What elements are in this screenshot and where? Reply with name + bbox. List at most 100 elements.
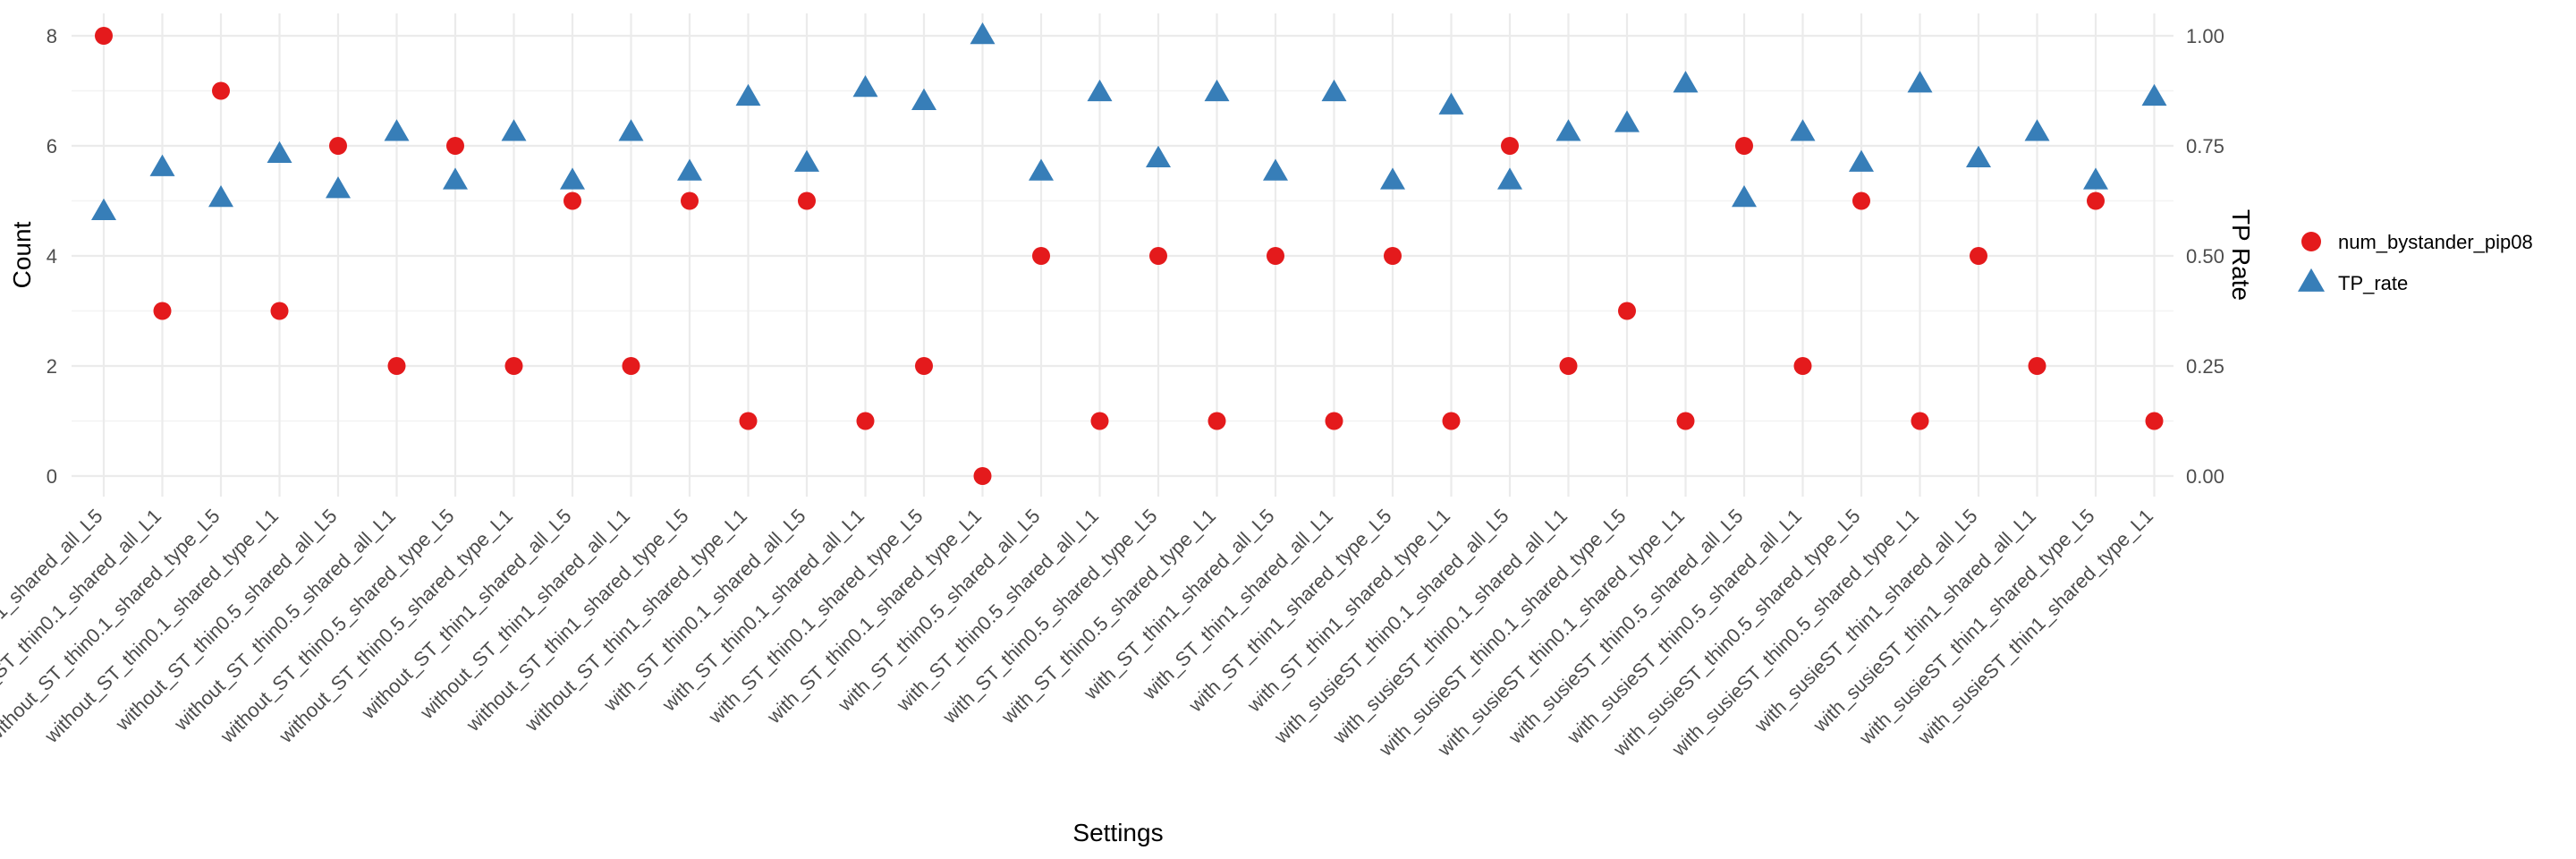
- point: [1735, 137, 1753, 155]
- legend-key-triangle: [2298, 268, 2325, 292]
- grid: [72, 13, 2174, 497]
- triangle-point: [1966, 145, 1991, 167]
- point: [1384, 247, 1402, 265]
- point: [915, 357, 933, 375]
- x-tick-label: without_ST_thin1_shared_all_L5: [357, 505, 576, 724]
- triangle-point: [618, 119, 644, 141]
- triangle-point: [911, 88, 936, 111]
- point: [739, 412, 758, 430]
- x-tick-label: without_ST_thin1_shared_all_L1: [415, 505, 634, 724]
- triangle-point: [208, 185, 233, 208]
- triangle-point: [501, 119, 527, 141]
- x-tick-label: with_ST_thin0.5_shared_type_L1: [996, 505, 1220, 728]
- point: [1442, 412, 1461, 430]
- point: [2145, 412, 2164, 430]
- triangle-point: [1263, 158, 1288, 181]
- triangle-point: [1849, 149, 1874, 172]
- triangle-point: [2141, 83, 2167, 106]
- triangle-point: [1790, 119, 1816, 141]
- x-axis: without_ST_thin0.1_shared_all_L5without_…: [0, 505, 2157, 761]
- y-tick-label: 4: [47, 245, 57, 268]
- legend-label: TP_rate: [2338, 272, 2408, 294]
- legend-label: num_bystander_pip08: [2338, 231, 2533, 253]
- point: [564, 191, 581, 210]
- triangle-point: [560, 167, 585, 190]
- y-tick-label: 2: [47, 355, 57, 378]
- triangle-point: [1673, 71, 1699, 93]
- y-axis-left: 0 2 4 6 8: [47, 25, 57, 488]
- triangle-point: [1380, 167, 1405, 190]
- y-axis-title: Count: [8, 221, 36, 288]
- triangle-point: [1497, 167, 1522, 190]
- y2-tick-label: 0.75: [2186, 135, 2224, 157]
- point: [973, 467, 992, 485]
- point: [1970, 247, 1987, 265]
- triangle-point: [677, 158, 702, 181]
- triangle-point: [794, 149, 819, 172]
- point: [1676, 412, 1695, 430]
- point: [1090, 412, 1109, 430]
- y2-tick-label: 0.00: [2186, 465, 2224, 488]
- triangle-point: [267, 140, 292, 164]
- y2-tick-label: 1.00: [2186, 25, 2224, 47]
- point: [1267, 247, 1284, 265]
- triangle-point: [2083, 167, 2108, 190]
- series-num_bystander_pip08: [95, 27, 2164, 485]
- point: [2028, 357, 2046, 375]
- x-tick-label: with_ST_thin0.1_shared_type_L5: [703, 505, 927, 728]
- triangle-point: [91, 198, 116, 221]
- point: [1032, 247, 1050, 265]
- triangle-point: [1438, 92, 1464, 115]
- point: [446, 137, 464, 155]
- triangle-point: [149, 154, 175, 176]
- triangle-point: [1204, 79, 1230, 102]
- point: [856, 412, 875, 430]
- point: [95, 27, 113, 45]
- point: [798, 191, 816, 210]
- point: [1911, 412, 1929, 430]
- triangle-point: [1614, 110, 1640, 132]
- y2-tick-label: 0.25: [2186, 355, 2224, 378]
- point: [1793, 357, 1812, 375]
- triangle-point: [384, 119, 410, 141]
- legend-key-circle: [2301, 232, 2321, 251]
- x-tick-label: with_ST_thin0.1_shared_type_L1: [762, 505, 986, 728]
- triangle-point: [2024, 119, 2050, 141]
- point: [1852, 191, 1870, 210]
- x-tick-label: with_ST_thin0.5_shared_type_L5: [937, 505, 1161, 728]
- x-axis-title: Settings: [1072, 819, 1163, 846]
- point: [329, 137, 347, 155]
- triangle-point: [1087, 79, 1113, 102]
- point: [622, 357, 640, 375]
- point: [270, 302, 289, 320]
- point: [1618, 302, 1636, 320]
- point: [1501, 137, 1519, 155]
- point: [1559, 357, 1578, 375]
- plot-marks: [91, 21, 2167, 485]
- triangle-point: [443, 167, 468, 190]
- triangle-point: [852, 75, 878, 98]
- point: [1149, 247, 1167, 265]
- triangle-point: [1029, 158, 1054, 181]
- point: [681, 191, 699, 210]
- point: [504, 357, 523, 375]
- y2-tick-label: 0.50: [2186, 245, 2224, 268]
- point: [1325, 412, 1343, 430]
- triangle-point: [1321, 79, 1347, 102]
- y-axis-right: 0.00 0.25 0.50 0.75 1.00: [2186, 25, 2224, 488]
- point: [153, 302, 172, 320]
- point: [1208, 412, 1226, 430]
- y2-axis-title: TP Rate: [2227, 209, 2255, 301]
- triangle-point: [326, 176, 351, 199]
- triangle-point: [970, 21, 996, 45]
- triangle-point: [1146, 145, 1171, 167]
- y-tick-label: 8: [47, 25, 57, 47]
- triangle-point: [1732, 185, 1757, 208]
- series-TP_rate: [91, 21, 2167, 221]
- y-tick-label: 0: [47, 465, 57, 488]
- y-tick-label: 6: [47, 135, 57, 157]
- triangle-point: [1907, 71, 1933, 93]
- point: [387, 357, 406, 375]
- legend: num_bystander_pip08 TP_rate: [2298, 231, 2533, 294]
